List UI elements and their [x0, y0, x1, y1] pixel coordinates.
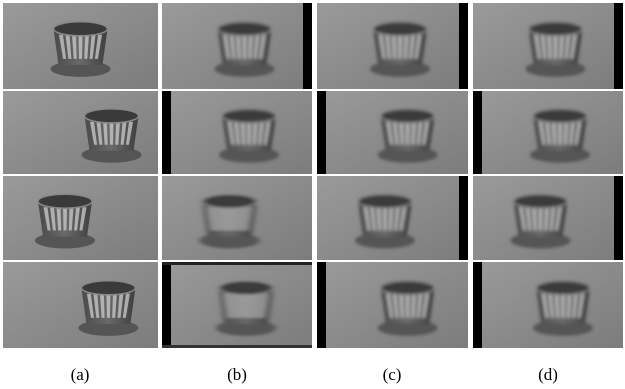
image-background [3, 262, 158, 348]
pot-slot [244, 294, 248, 318]
caption: (c) [383, 365, 402, 384]
pot-slot [63, 207, 67, 230]
pot [35, 194, 95, 248]
pot-slot [406, 294, 410, 318]
caption: (a) [71, 365, 90, 384]
pot-rim [381, 281, 435, 295]
pot-slot [106, 294, 110, 318]
pot [355, 194, 415, 248]
pot-slot [243, 35, 247, 59]
page: (a) (b) (c) (d) (() => { const data = JS… [0, 0, 625, 389]
image-grid [3, 3, 623, 348]
pot-rim [358, 194, 412, 208]
black-bar [614, 176, 623, 260]
pot-slot [558, 122, 562, 145]
pot-rim [203, 194, 257, 208]
pot-slot [79, 35, 83, 59]
pot [378, 109, 438, 163]
pot [215, 22, 275, 77]
pot-rim [85, 109, 139, 123]
pot [216, 281, 276, 336]
pot-rim [373, 22, 427, 36]
pot-slot [383, 207, 387, 230]
black-bar [317, 91, 326, 174]
image-cell [473, 176, 623, 260]
pot [51, 22, 111, 77]
black-bar [317, 262, 326, 348]
pot [370, 22, 430, 77]
pot [78, 281, 138, 336]
pot-rim [381, 109, 435, 123]
black-bar [473, 91, 482, 174]
image-cell [317, 3, 468, 89]
caption: (b) [227, 365, 247, 384]
pot [526, 22, 586, 77]
pot-rim [536, 281, 590, 295]
pot-slot [398, 35, 402, 59]
image-cell [473, 91, 623, 174]
pot-slot [406, 122, 410, 145]
pot-rim [54, 22, 108, 36]
image-cell [3, 176, 158, 260]
pot [511, 194, 571, 248]
pot-slot [554, 35, 558, 59]
image-cell [317, 176, 468, 260]
pot [533, 281, 593, 336]
black-bar [459, 3, 468, 89]
black-bar [303, 3, 312, 89]
black-bar [162, 262, 171, 348]
image-cell [3, 3, 158, 89]
pot-slot [110, 122, 114, 145]
pot [219, 109, 279, 163]
pot-rim [222, 109, 276, 123]
figure: (a) (b) (c) (d) [0, 0, 625, 389]
image-cell [317, 262, 468, 348]
image-cell [473, 262, 623, 348]
image-cell [473, 3, 623, 89]
pot-rim [218, 22, 272, 36]
pot-rim [514, 194, 568, 208]
pot [378, 281, 438, 336]
black-bar [162, 91, 171, 174]
pot-rim [533, 109, 587, 123]
pot-slot [539, 207, 543, 230]
image-cell [162, 262, 312, 348]
image-cell [3, 91, 158, 174]
pot [200, 194, 260, 248]
pot-slot [228, 207, 232, 230]
image-cell [162, 91, 312, 174]
pot [530, 109, 590, 163]
image-cell [162, 176, 312, 260]
pot-slot [561, 294, 565, 318]
pot-rim [81, 281, 135, 295]
pot-slot [247, 122, 251, 145]
image-cell [162, 3, 312, 89]
pot-rim [529, 22, 583, 36]
image-cell [3, 262, 158, 348]
pot-rim [219, 281, 273, 295]
black-bar [614, 3, 623, 89]
pot-rim [38, 194, 92, 208]
pot [82, 109, 142, 163]
dark-edge [162, 345, 312, 348]
caption: (d) [538, 365, 558, 384]
dark-edge [162, 262, 312, 265]
black-bar [473, 262, 482, 348]
black-bar [459, 176, 468, 260]
image-cell [317, 91, 468, 174]
